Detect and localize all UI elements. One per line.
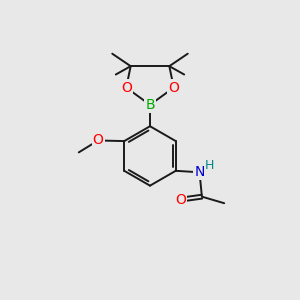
Text: O: O [168,81,179,94]
Text: B: B [145,98,155,112]
Text: O: O [93,134,104,148]
Text: O: O [175,193,186,207]
Text: H: H [204,159,214,172]
Text: O: O [121,81,132,94]
Text: N: N [194,165,205,179]
